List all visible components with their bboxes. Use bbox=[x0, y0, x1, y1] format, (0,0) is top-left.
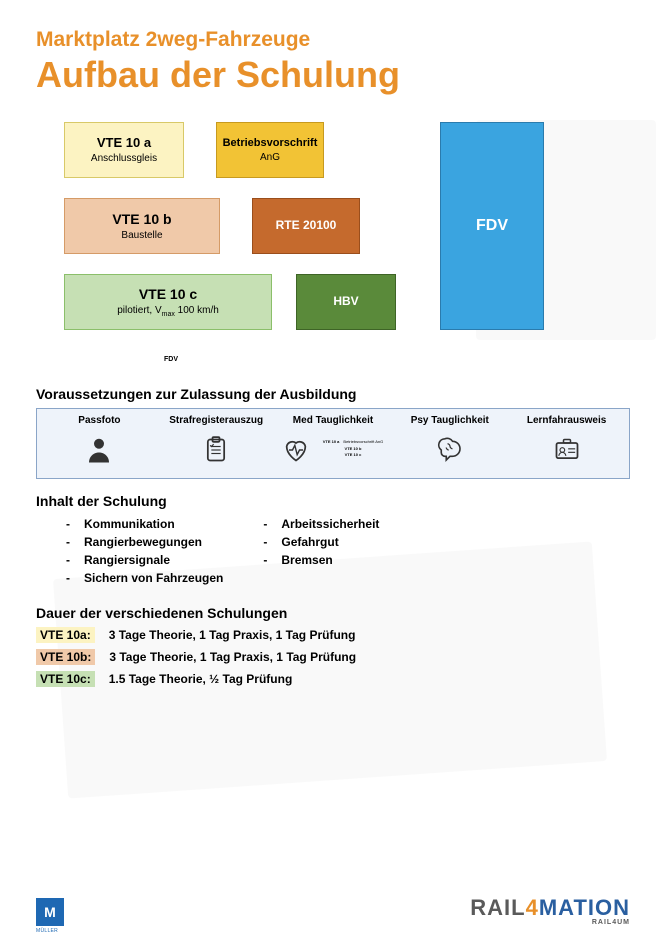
duration-text: 3 Tage Theorie, 1 Tag Praxis, 1 Tag Prüf… bbox=[109, 628, 356, 642]
diagram-box-fdv: FDV bbox=[440, 122, 544, 330]
page-subtitle: Marktplatz 2weg-Fahrzeuge bbox=[36, 28, 630, 52]
prereq-col-heart: Med Tauglichkeit VTE 10 aBetriebsvorschri… bbox=[275, 415, 392, 468]
duration-tag: VTE 10c: bbox=[36, 671, 95, 687]
duration-text: 3 Tage Theorie, 1 Tag Praxis, 1 Tag Prüf… bbox=[109, 650, 356, 664]
heart-icon bbox=[278, 432, 314, 468]
prerequisites-panel: Passfoto Strafregisterauszug Med Tauglichk… bbox=[36, 408, 630, 479]
clipboard-icon bbox=[198, 432, 234, 468]
fdv-small-label: FDV bbox=[164, 356, 178, 363]
person-icon bbox=[81, 432, 117, 468]
content-item: Rangierbewegungen bbox=[66, 533, 223, 551]
content-item: Arbeitssicherheit bbox=[263, 515, 379, 533]
logo-text-sub: RAIL4UM bbox=[470, 919, 630, 926]
prerequisites-heading: Voraussetzungen zur Zulassung der Ausbil… bbox=[36, 386, 630, 402]
logo-text-mation: MATION bbox=[539, 895, 630, 920]
duration-tag: VTE 10b: bbox=[36, 649, 95, 665]
content-heading: Inhalt der Schulung bbox=[36, 493, 630, 509]
duration-text: 1.5 Tage Theorie, ½ Tag Prüfung bbox=[109, 672, 293, 686]
diagram-box-hbv: HBV bbox=[296, 274, 396, 330]
content-lists: KommunikationRangierbewegungenRangiersig… bbox=[66, 515, 630, 587]
rail4mation-logo: RAIL4MATION RAIL4UM bbox=[470, 897, 630, 926]
brain-icon bbox=[432, 432, 468, 468]
mini-structure-diagram: VTE 10 aBetriebsvorschrift AnGVTE 10 bVT… bbox=[318, 440, 388, 460]
diagram-box-vte10a: VTE 10 aAnschlussgleis bbox=[64, 122, 184, 178]
prereq-label: Lernfahrausweis bbox=[527, 415, 606, 426]
page-footer: M MÜLLER RAIL4MATION RAIL4UM bbox=[36, 897, 630, 926]
diagram-box-vte10c: VTE 10 cpilotiert, Vmax 100 km/h bbox=[64, 274, 272, 330]
prereq-col-person: Passfoto bbox=[41, 415, 158, 468]
content-item: Rangiersignale bbox=[66, 551, 223, 569]
prereq-label: Med Tauglichkeit bbox=[293, 415, 373, 426]
prereq-label: Passfoto bbox=[78, 415, 120, 426]
prereq-col-idcard: Lernfahrausweis bbox=[508, 415, 625, 468]
idcard-icon bbox=[549, 432, 585, 468]
training-structure-diagram: VTE 10 aAnschlussgleis Betriebsvorschrift… bbox=[64, 122, 630, 372]
content-item: Sichern von Fahrzeugen bbox=[66, 569, 223, 587]
duration-row: VTE 10c: 1.5 Tage Theorie, ½ Tag Prüfung bbox=[36, 671, 630, 687]
page-title: Aufbau der Schulung bbox=[36, 54, 630, 96]
prereq-label: Psy Tauglichkeit bbox=[411, 415, 489, 426]
diagram-box-vte10b: VTE 10 bBaustelle bbox=[64, 198, 220, 254]
prereq-col-clipboard: Strafregisterauszug bbox=[158, 415, 275, 468]
duration-row: VTE 10a: 3 Tage Theorie, 1 Tag Praxis, 1 … bbox=[36, 627, 630, 643]
duration-heading: Dauer der verschiedenen Schulungen bbox=[36, 605, 630, 621]
diagram-box-rte20100: RTE 20100 bbox=[252, 198, 360, 254]
duration-list: VTE 10a: 3 Tage Theorie, 1 Tag Praxis, 1 … bbox=[36, 627, 630, 687]
prereq-col-brain: Psy Tauglichkeit bbox=[391, 415, 508, 468]
mueller-logo-sub: MÜLLER bbox=[36, 928, 58, 934]
prereq-label: Strafregisterauszug bbox=[169, 415, 263, 426]
mueller-logo: M bbox=[36, 898, 64, 926]
logo-text-rail: RAIL bbox=[470, 895, 525, 920]
duration-row: VTE 10b: 3 Tage Theorie, 1 Tag Praxis, 1 … bbox=[36, 649, 630, 665]
logo-text-4: 4 bbox=[526, 895, 539, 920]
content-item: Gefahrgut bbox=[263, 533, 379, 551]
duration-tag: VTE 10a: bbox=[36, 627, 95, 643]
diagram-box-betriebsvorschrift: BetriebsvorschriftAnG bbox=[216, 122, 324, 178]
content-item: Bremsen bbox=[263, 551, 379, 569]
content-item: Kommunikation bbox=[66, 515, 223, 533]
